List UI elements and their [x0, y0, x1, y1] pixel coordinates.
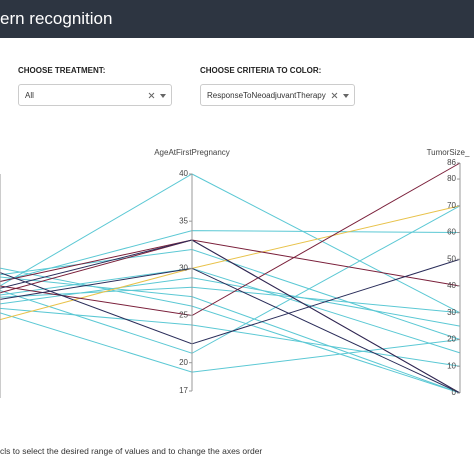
chart: AgeAtFirstPregnancy 17 20 25 30 35 40 TumorSize… — [0, 148, 470, 398]
hint-text: cls to select the desired range of value… — [0, 446, 263, 456]
tick-label: 86 — [447, 158, 456, 167]
axis-title: TumorSize_ — [427, 148, 470, 157]
tick-label: 70 — [447, 201, 456, 210]
dropdown-value: ResponseToNeoadjuvantTherapy — [207, 91, 326, 100]
tick-label: 20 — [447, 335, 456, 344]
tick-label: 40 — [447, 281, 456, 290]
dropdown-icons — [148, 92, 166, 99]
dropdown-value: All — [25, 91, 34, 100]
tick-label: 35 — [179, 216, 188, 225]
tick-label: 60 — [447, 228, 456, 237]
data-line — [0, 312, 461, 373]
tick-label: 10 — [447, 361, 456, 370]
tick-label: 25 — [179, 311, 188, 320]
data-line — [0, 286, 461, 314]
control-label: CHOOSE CRITERIA TO COLOR: — [200, 66, 322, 75]
tick-label: 80 — [447, 174, 456, 183]
data-line — [0, 307, 461, 367]
dropdown[interactable]: ResponseToNeoadjuvantTherapy — [200, 84, 355, 106]
tick-label: 40 — [179, 169, 188, 178]
dropdown[interactable]: All — [18, 84, 172, 106]
tick-label: 0 — [452, 388, 457, 397]
header: ern recognition — [0, 0, 474, 38]
control-label: CHOOSE TREATMENT: — [18, 66, 106, 75]
axis-title: AgeAtFirstPregnancy — [154, 148, 230, 157]
tick-label: 17 — [179, 386, 188, 395]
data-line — [0, 162, 461, 317]
tick-label: 30 — [447, 308, 456, 317]
tick-label: 20 — [179, 358, 188, 367]
header-title: ern recognition — [0, 9, 113, 28]
tick-label: 50 — [447, 254, 456, 263]
dropdown-icons — [331, 92, 349, 99]
tick-label: 30 — [179, 263, 188, 272]
